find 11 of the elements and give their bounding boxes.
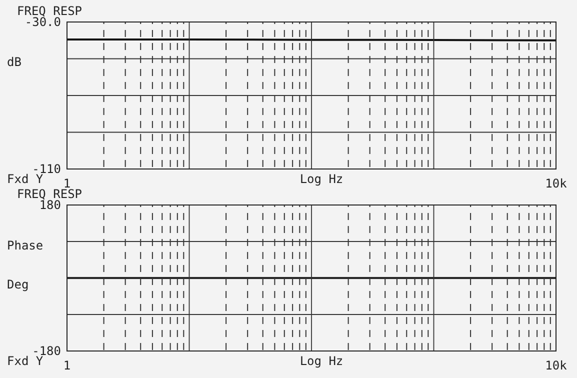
text: Fxd Y [7,354,44,368]
y-axis-title: dB [7,55,22,69]
x-tick-label: 1 [63,358,71,373]
chart-title: FREQ RESP [17,4,82,18]
x-tick-label: 10k [545,176,568,191]
x-tick-label: 10k [545,358,568,373]
x-axis-title: Log Hz [300,354,344,368]
text: Fxd Y [7,172,44,186]
text: Phase Deg [7,238,44,292]
x-axis-title: Log Hz [300,172,344,186]
chart-title: FREQ RESP [17,187,82,201]
